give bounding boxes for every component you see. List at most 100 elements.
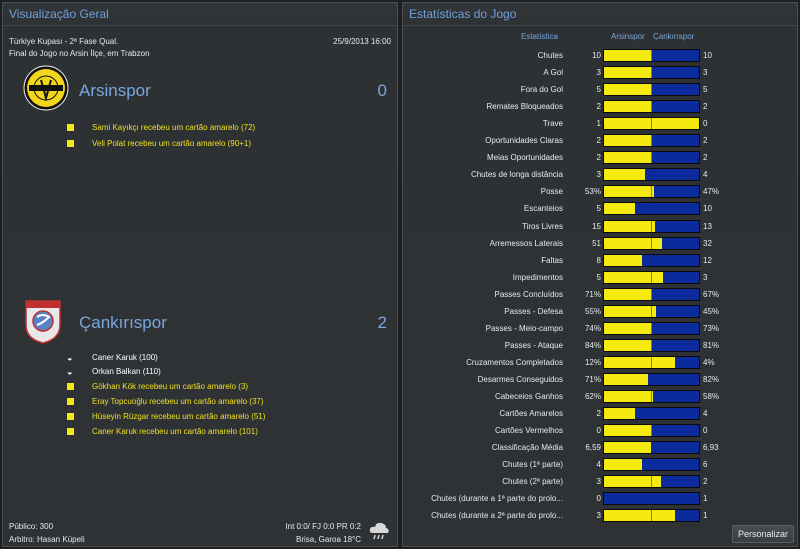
stat-label: Cartões Vermelhos bbox=[494, 426, 563, 436]
away-team-name[interactable]: Çankırıspor bbox=[79, 313, 167, 332]
competition-label: Türkiye Kupası - 2ª Fase Qual. bbox=[9, 37, 119, 46]
stat-away-value: 3 bbox=[703, 272, 708, 282]
stat-bar bbox=[603, 321, 700, 335]
stat-bar bbox=[603, 100, 700, 114]
stat-bar-midline bbox=[651, 84, 652, 96]
stat-bar bbox=[603, 66, 700, 80]
customize-button[interactable]: Personalizar bbox=[731, 525, 794, 543]
stat-home-value: 51 bbox=[592, 238, 601, 248]
stat-label: Posse bbox=[540, 187, 563, 197]
stat-bar-home-fill bbox=[604, 50, 652, 61]
stat-away-value: 4 bbox=[703, 409, 708, 419]
stat-bar-midline bbox=[651, 186, 652, 198]
yellow-card-icon bbox=[67, 124, 74, 131]
stat-bar bbox=[603, 236, 700, 250]
stat-home-value: 55% bbox=[584, 306, 601, 316]
stat-bar-home-fill bbox=[604, 408, 636, 420]
stat-bar-midline bbox=[651, 493, 652, 505]
stat-row: Passes - Defesa 55% 45% bbox=[403, 303, 799, 320]
stat-row: Fora do Gol 5 5 bbox=[403, 81, 799, 98]
event-text: Orkan Balkan (110) bbox=[92, 367, 161, 376]
stat-label: Chutes (durante a 1ª parte do prolo... bbox=[431, 494, 563, 504]
stat-away-value: 82% bbox=[703, 374, 720, 384]
home-team-name[interactable]: Arsinspor bbox=[79, 81, 151, 100]
stat-home-value: 74% bbox=[584, 323, 601, 333]
stat-bar bbox=[603, 441, 700, 455]
home-score: 0 bbox=[377, 81, 387, 100]
stat-home-value: 0 bbox=[596, 426, 601, 436]
stat-bar-midline bbox=[651, 50, 652, 61]
stat-away-value: 81% bbox=[703, 340, 720, 350]
stat-label: Escanteios bbox=[523, 204, 563, 214]
stat-bar-midline bbox=[651, 288, 652, 300]
referee: Arbitro: Hasan Küpeli bbox=[9, 535, 85, 544]
stat-row: Chutes (durante a 1ª parte do prolo... 0 1 bbox=[403, 490, 799, 507]
stat-label: Cruzamentos Completados bbox=[466, 357, 563, 367]
stat-row: Trave 1 0 bbox=[403, 115, 799, 132]
stat-home-value: 5 bbox=[596, 204, 601, 214]
stat-bar bbox=[603, 185, 700, 199]
stat-bar-home-fill bbox=[604, 186, 655, 198]
stat-bar bbox=[603, 151, 700, 165]
stat-away-value: 2 bbox=[703, 102, 708, 112]
stat-home-value: 3 bbox=[596, 170, 601, 180]
stat-bar-midline bbox=[651, 237, 652, 249]
attendance: Público: 300 bbox=[9, 522, 54, 531]
stat-bar bbox=[603, 338, 700, 352]
stat-label: Passes Concluídos bbox=[494, 289, 563, 299]
stat-away-value: 0 bbox=[703, 426, 708, 436]
stat-label: Passes - Ataque bbox=[504, 340, 563, 350]
stat-away-value: 1 bbox=[703, 511, 708, 521]
stat-bar-midline bbox=[651, 510, 652, 522]
stat-home-value: 0 bbox=[596, 494, 601, 504]
stat-bar-home-fill bbox=[604, 339, 653, 351]
stat-row: Oportunidades Claras 2 2 bbox=[403, 132, 799, 149]
stat-away-value: 2 bbox=[703, 153, 708, 163]
stat-bar-midline bbox=[651, 101, 652, 113]
stat-away-value: 73% bbox=[703, 323, 720, 333]
stat-bar bbox=[603, 49, 700, 62]
stat-bar-midline bbox=[651, 169, 652, 181]
stat-row: Faltas 8 12 bbox=[403, 252, 799, 269]
ball-icon: ◒ bbox=[67, 367, 73, 377]
stat-away-value: 4% bbox=[703, 357, 715, 367]
venue-label: Final do Jogo no Arsin İlçe, em Trabzon bbox=[9, 49, 150, 58]
cankirispor-logo bbox=[25, 300, 61, 344]
stat-label: Chutes bbox=[537, 51, 563, 60]
stat-row: Escanteios 5 10 bbox=[403, 200, 799, 217]
stat-home-value: 84% bbox=[584, 340, 601, 350]
stat-away-value: 67% bbox=[703, 289, 720, 299]
stat-row: Passes - Meio-campo 74% 73% bbox=[403, 320, 799, 337]
stat-label: Oportunidades Claras bbox=[485, 136, 563, 146]
title-divider bbox=[3, 25, 397, 26]
overview-title: Visualização Geral bbox=[9, 7, 109, 21]
event-text: Sami Kayıkçı recebeu um cartão amarelo (… bbox=[92, 123, 256, 132]
stat-bar-home-fill bbox=[604, 84, 652, 96]
stat-bar-midline bbox=[651, 220, 652, 232]
stat-bar-home-fill bbox=[604, 288, 653, 300]
stat-bar bbox=[603, 134, 700, 148]
stat-away-value: 10 bbox=[703, 51, 712, 60]
stat-home-value: 3 bbox=[596, 68, 601, 78]
stat-home-value: 6,59 bbox=[585, 443, 601, 453]
stat-bar-midline bbox=[651, 135, 652, 147]
stat-bar-midline bbox=[651, 271, 652, 283]
overview-panel: Visualização Geral Türkiye Kupası - 2ª F… bbox=[2, 2, 398, 547]
stat-home-value: 3 bbox=[596, 511, 601, 521]
event-text: Hüseyin Rüzgar recebeu um cartão amarelo… bbox=[92, 412, 266, 421]
stat-bar bbox=[603, 407, 700, 421]
stat-bar-home-fill bbox=[604, 425, 652, 437]
stat-bar bbox=[603, 83, 700, 97]
stat-label: Chutes (1ª parte) bbox=[502, 460, 563, 470]
stat-bar-home-fill bbox=[604, 356, 676, 368]
stat-bar bbox=[603, 168, 700, 182]
stat-away-value: 1 bbox=[703, 494, 708, 504]
stat-label: Chutes de longa distância bbox=[470, 170, 563, 180]
stat-away-value: 5 bbox=[703, 85, 708, 95]
col-header-stat: Estatística bbox=[521, 32, 558, 41]
title-divider bbox=[403, 25, 797, 26]
stat-row: A Gol 3 3 bbox=[403, 64, 799, 81]
col-header-home: Arsinspor bbox=[611, 32, 645, 41]
stat-home-value: 2 bbox=[596, 136, 601, 146]
stat-away-value: 13 bbox=[703, 221, 712, 231]
